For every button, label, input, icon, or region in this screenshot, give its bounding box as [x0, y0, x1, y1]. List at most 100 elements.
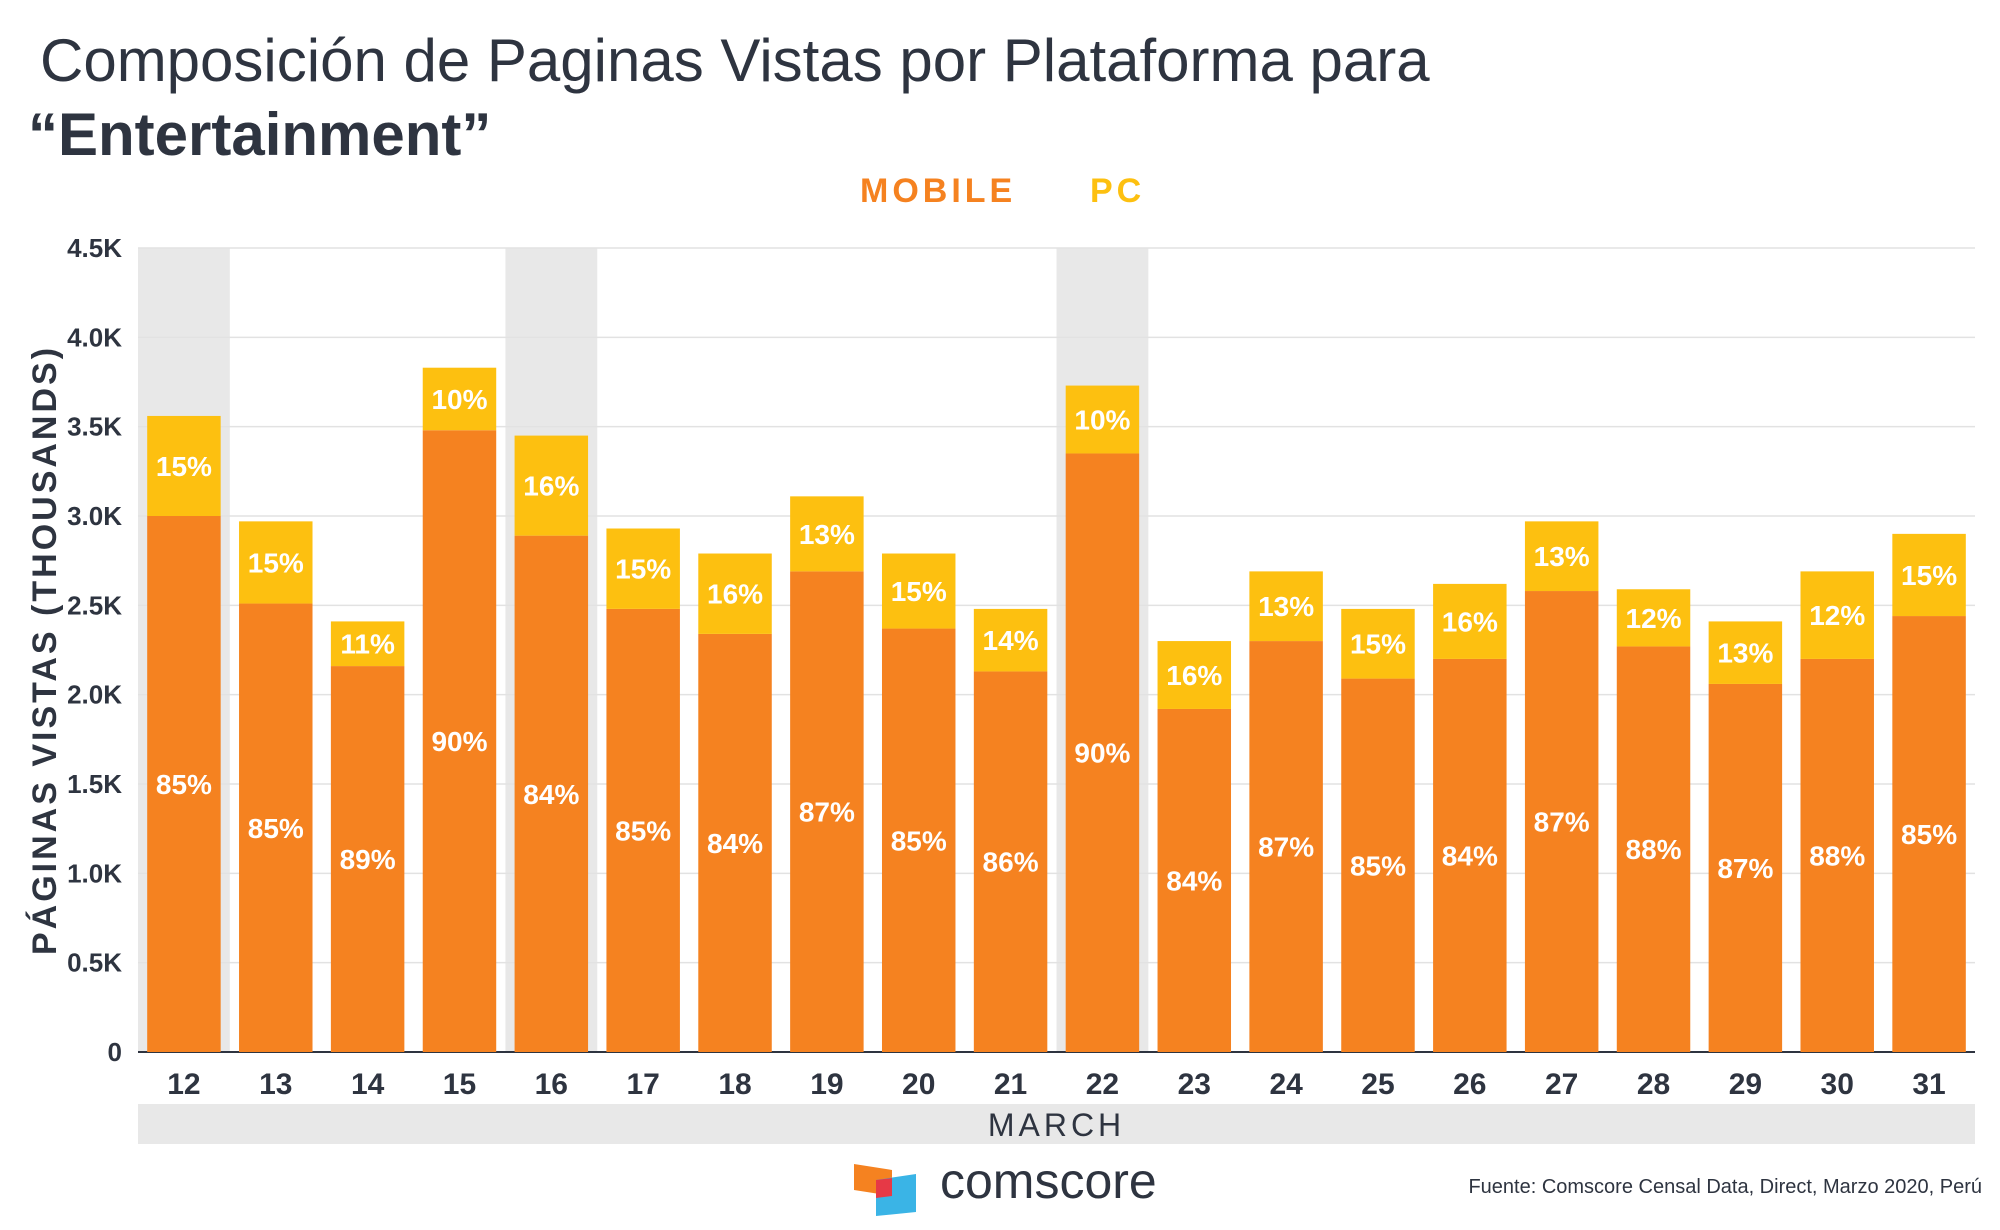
- bar-mobile: [1892, 616, 1966, 1052]
- bar-mobile: [514, 535, 589, 1052]
- data-label-pc: 15%: [1350, 629, 1406, 660]
- bar-mobile: [1249, 641, 1323, 1052]
- bar-pc: [881, 553, 956, 629]
- data-label-mobile: 86%: [983, 847, 1039, 878]
- data-label-mobile: 85%: [156, 769, 212, 800]
- bar-mobile: [1157, 708, 1232, 1052]
- x-tick-label: 30: [1821, 1068, 1854, 1101]
- data-label-mobile: 90%: [431, 726, 487, 757]
- y-axis-label: PÁGINAS VISTAS (THOUSANDS): [26, 345, 64, 955]
- data-label-pc: 11%: [340, 629, 395, 660]
- y-tick-label: 0.5K: [67, 948, 122, 978]
- data-label-pc: 16%: [523, 471, 579, 502]
- bar-pc: [147, 415, 221, 516]
- bar-pc: [698, 553, 772, 634]
- y-tick-label: 1.5K: [67, 769, 122, 799]
- bar-pc: [606, 528, 680, 609]
- data-label-mobile: 84%: [1166, 865, 1222, 896]
- data-label-pc: 15%: [891, 576, 947, 607]
- x-tick-label: 17: [626, 1068, 659, 1101]
- data-label-mobile: 88%: [1626, 834, 1682, 865]
- bar-pc: [1616, 589, 1691, 647]
- data-label-mobile: 85%: [248, 813, 304, 844]
- page-title-category: “Entertainment”: [28, 101, 492, 168]
- x-tick-label: 26: [1453, 1068, 1486, 1101]
- data-label-mobile: 87%: [1717, 853, 1773, 884]
- bar-mobile: [1616, 646, 1691, 1052]
- bar-mobile: [239, 603, 313, 1052]
- bar-pc: [1157, 641, 1232, 709]
- data-label-pc: 12%: [1809, 600, 1865, 631]
- data-label-mobile: 87%: [1258, 832, 1314, 863]
- data-label-pc: 13%: [1258, 591, 1314, 622]
- y-tick-label: 2.0K: [67, 680, 122, 710]
- bar-pc: [1341, 608, 1415, 679]
- bar-mobile: [1708, 683, 1783, 1052]
- legend-pc: PC: [1090, 172, 1146, 210]
- data-label-mobile: 85%: [891, 825, 947, 856]
- bar-pc: [1708, 621, 1783, 684]
- data-label-pc: 16%: [1166, 660, 1222, 691]
- x-axis-label: MARCH: [988, 1107, 1125, 1143]
- x-tick-label: 13: [259, 1068, 292, 1101]
- data-label-pc: 14%: [983, 625, 1039, 656]
- bar-mobile: [1524, 591, 1599, 1052]
- bar-pc: [330, 621, 405, 667]
- y-tick-label: 2.5K: [67, 590, 122, 620]
- x-tick-label: 19: [810, 1068, 843, 1101]
- y-tick-label: 3.5K: [67, 412, 122, 442]
- bar-pc: [1892, 533, 1966, 617]
- bar-pc: [1524, 521, 1599, 592]
- data-label-mobile: 89%: [340, 844, 396, 875]
- bar-mobile: [1065, 453, 1140, 1052]
- data-label-pc: 10%: [1074, 405, 1130, 436]
- bar-pc: [1800, 571, 1874, 659]
- data-label-pc: 15%: [156, 451, 212, 482]
- data-label-mobile: 90%: [1074, 738, 1130, 769]
- y-tick-label: 1.0K: [67, 858, 122, 888]
- bar-mobile: [606, 608, 680, 1052]
- x-tick-label: 15: [443, 1068, 476, 1101]
- y-tick-label: 4.0K: [67, 322, 122, 352]
- data-label-pc: 12%: [1626, 603, 1682, 634]
- y-tick-label: 0: [108, 1037, 122, 1067]
- data-label-pc: 16%: [707, 579, 763, 610]
- x-tick-label: 22: [1086, 1068, 1119, 1101]
- bar-mobile: [422, 430, 497, 1052]
- data-label-pc: 15%: [1901, 560, 1957, 591]
- footer-source: Fuente: Comscore Censal Data, Direct, Ma…: [1468, 1176, 1982, 1198]
- data-label-mobile: 88%: [1809, 840, 1865, 871]
- x-tick-label: 24: [1269, 1068, 1303, 1101]
- comscore-logo-icon: [854, 1164, 916, 1216]
- bar-mobile: [1341, 678, 1415, 1052]
- x-tick-label: 20: [902, 1068, 935, 1101]
- data-label-pc: 13%: [799, 519, 855, 550]
- data-label-mobile: 87%: [799, 797, 855, 828]
- bar-pc: [239, 521, 313, 604]
- x-tick-label: 29: [1729, 1068, 1762, 1101]
- bar-mobile: [698, 633, 772, 1052]
- bar-mobile: [330, 666, 405, 1052]
- data-label-mobile: 84%: [707, 828, 763, 859]
- x-tick-label: 18: [718, 1068, 751, 1101]
- data-label-pc: 15%: [248, 547, 304, 578]
- data-label-mobile: 85%: [1901, 819, 1957, 850]
- data-label-pc: 13%: [1534, 541, 1590, 572]
- bar-pc: [1065, 385, 1140, 454]
- data-label-pc: 16%: [1442, 606, 1498, 637]
- bar-pc: [514, 435, 589, 536]
- bar-mobile: [147, 516, 221, 1052]
- page-title: Composición de Paginas Vistas por Plataf…: [40, 27, 1430, 94]
- bar-pc: [1249, 571, 1323, 642]
- bar-mobile: [1433, 658, 1507, 1052]
- x-axis-band: [138, 1104, 1975, 1144]
- data-label-mobile: 84%: [523, 779, 579, 810]
- footer-brand: comscore: [940, 1153, 1157, 1209]
- data-label-pc: 10%: [431, 384, 487, 415]
- data-label-mobile: 87%: [1534, 807, 1590, 838]
- data-label-mobile: 84%: [1442, 840, 1498, 871]
- bar-mobile: [1800, 658, 1874, 1052]
- data-label-pc: 15%: [615, 554, 671, 585]
- stacked-bar-chart: 0 0.5K 1.0K 1.5K 2.0K 2.5K 3.0K 3.5K 4.0K 4.5K PÁG…: [26, 233, 1975, 1144]
- x-tick-label: 27: [1545, 1068, 1578, 1101]
